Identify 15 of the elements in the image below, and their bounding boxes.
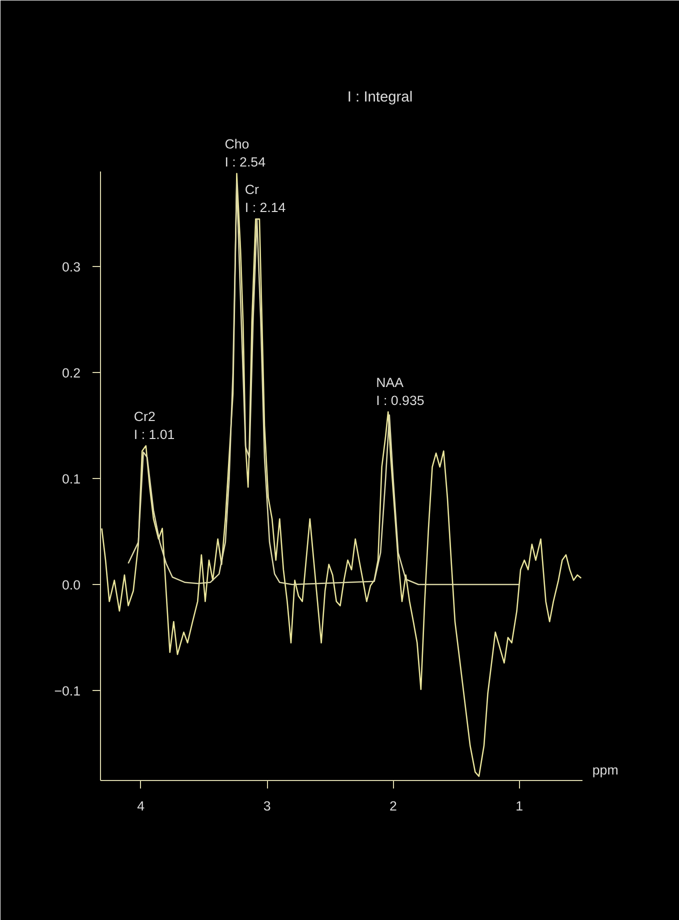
x-tick-label: 1 bbox=[516, 798, 524, 814]
y-tick-label: 0.2 bbox=[62, 366, 81, 381]
annotation: NAA I : 0.935 bbox=[376, 374, 424, 408]
annotation: Cr2 I : 1.01 bbox=[134, 408, 175, 442]
y-tick-label: −0.1 bbox=[54, 683, 80, 698]
chart-title: I : Integral bbox=[347, 90, 413, 106]
x-tick-label: 4 bbox=[137, 798, 146, 814]
annotation: Cr I : 2.14 bbox=[244, 182, 286, 216]
x-axis-title: ppm bbox=[592, 762, 618, 778]
y-tick-label: 0.0 bbox=[62, 578, 81, 593]
y-tick-label: 0.1 bbox=[62, 472, 81, 487]
annotation: Cho I : 2.54 bbox=[224, 136, 266, 170]
x-tick-label: 2 bbox=[389, 798, 397, 814]
x-tick-label: 3 bbox=[263, 798, 271, 814]
y-tick-label: 0.3 bbox=[62, 260, 81, 275]
